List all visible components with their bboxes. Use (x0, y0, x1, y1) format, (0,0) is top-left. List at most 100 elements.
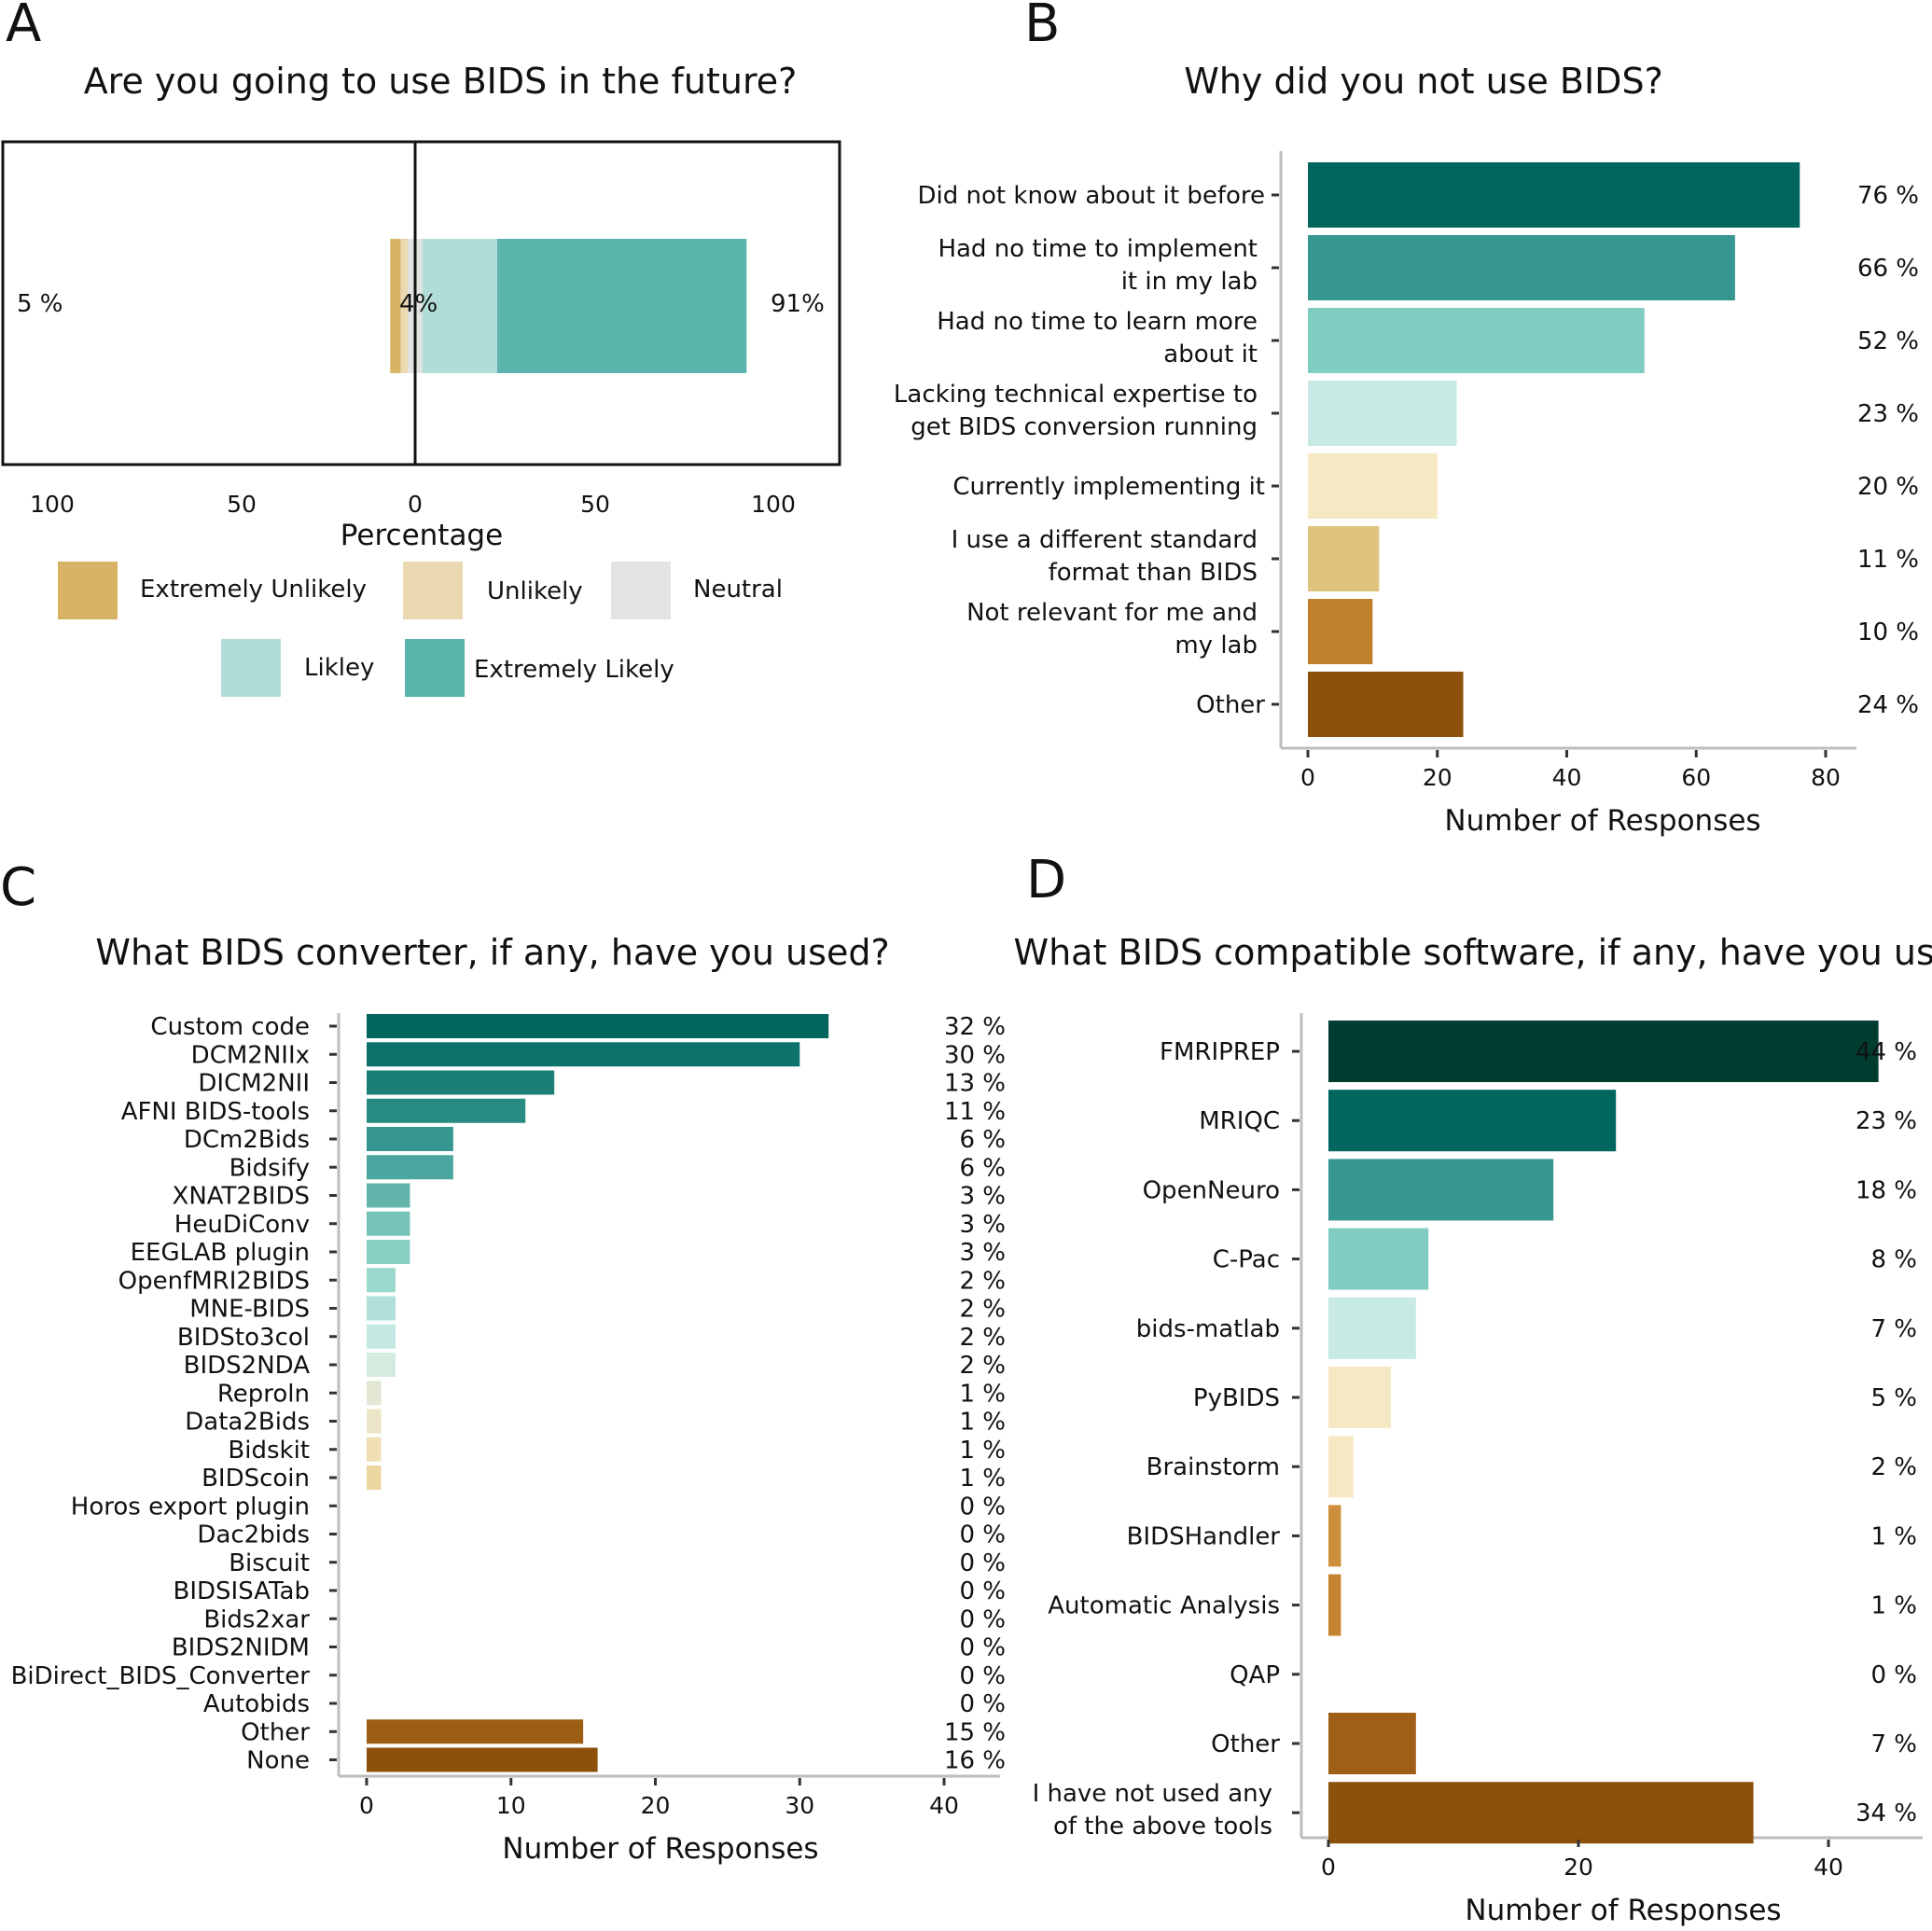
x-tick-label: 80 (1811, 764, 1841, 791)
value-label: 15 % (944, 1718, 1006, 1746)
x-tick-label: 20 (1423, 764, 1452, 791)
panel-a: A Are you going to use BIDS in the futur… (1, 0, 841, 697)
value-label: 6 % (959, 1154, 1006, 1182)
legend-label: Extremely Likely (474, 656, 674, 684)
value-label: 23 % (1857, 400, 1919, 428)
category-label: BIDScoin (202, 1465, 310, 1493)
value-label: 7 % (1870, 1730, 1917, 1758)
category-label: BIDS2NDA (184, 1352, 311, 1380)
value-label: 3 % (959, 1239, 1006, 1267)
category-label: Other (1211, 1730, 1280, 1758)
bar-8 (1328, 1574, 1341, 1636)
x-tick-label: 40 (1552, 764, 1582, 791)
category-label: Biscuit (229, 1549, 310, 1577)
value-label: 1 % (959, 1465, 1006, 1493)
panel-a-plot-frame (1, 140, 841, 466)
value-label: 11 % (944, 1098, 1006, 1126)
x-tick-label: 50 (580, 491, 610, 518)
value-label: 0 % (959, 1605, 1006, 1633)
category-label: XNAT2BIDS (173, 1183, 310, 1211)
bar-11 (367, 1324, 396, 1349)
category-label: Horos export plugin (71, 1493, 310, 1521)
category-label: Automatic Analysis (1048, 1592, 1280, 1620)
category-label: DICM2NII (198, 1070, 310, 1098)
value-label: 0 % (959, 1549, 1006, 1577)
x-tick-label: 60 (1681, 764, 1711, 791)
value-label: 1 % (959, 1409, 1006, 1437)
legend-label: Extremely Unlikely (140, 576, 367, 604)
bar-4 (1308, 453, 1438, 519)
legend-label: Neutral (693, 576, 783, 604)
bar-14 (367, 1409, 382, 1434)
legend-swatch (58, 562, 118, 619)
value-label: 2 % (959, 1296, 1006, 1324)
bar-3 (367, 1098, 526, 1123)
value-label: 16 % (944, 1747, 1006, 1775)
bar-4 (1328, 1297, 1416, 1359)
value-label: 18 % (1856, 1176, 1917, 1204)
bar-segment-likley (422, 239, 497, 373)
category-label: FMRIPREP (1160, 1038, 1280, 1066)
x-tick-label: 30 (785, 1792, 814, 1819)
panel-c-chart: Custom code 32 % DCM2NIIx 30 % DICM2NII 13 % A… (11, 1013, 1006, 1866)
bar-4 (367, 1127, 453, 1151)
category-label: OpenfMRI2BIDS (118, 1267, 310, 1295)
panel-d-title: What BIDS compatible software, if any, h… (1014, 932, 1932, 973)
category-label: EEGLAB plugin (131, 1239, 310, 1267)
category-label: None (246, 1747, 310, 1775)
value-label: 32 % (944, 1013, 1006, 1041)
value-label: 2 % (959, 1352, 1006, 1380)
bar-7 (1308, 672, 1464, 737)
value-label: 0 % (959, 1577, 1006, 1605)
value-label: 6 % (959, 1126, 1006, 1154)
value-label: 66 % (1857, 255, 1919, 283)
bar-8 (367, 1240, 410, 1264)
bar-0 (1308, 162, 1800, 228)
category-label: BiDirect_BIDS_Converter (11, 1662, 311, 1690)
x-axis-title: Number of Responses (1465, 1894, 1781, 1927)
panel-b-title: Why did you not use BIDS? (1184, 61, 1662, 102)
category-label: about it (1163, 340, 1258, 368)
category-label: HeuDiConv (174, 1211, 310, 1239)
category-label: C-Pac (1213, 1246, 1280, 1274)
bar-3 (1308, 381, 1457, 446)
value-label: 0 % (959, 1634, 1006, 1662)
category-label: Bids2xar (203, 1605, 310, 1633)
category-label: MRIQC (1199, 1107, 1280, 1135)
bar-25 (367, 1719, 584, 1744)
bar-1 (367, 1042, 800, 1067)
x-axis-title: Number of Responses (1444, 804, 1760, 838)
panel-d: D What BIDS compatible software, if any,… (1014, 850, 1932, 1927)
x-tick-label: 40 (1814, 1854, 1843, 1881)
x-tick-label: 10 (496, 1792, 526, 1819)
value-label: 34 % (1856, 1799, 1917, 1827)
category-label: AFNI BIDS-tools (121, 1098, 310, 1126)
category-label: I have not used any (1033, 1780, 1272, 1808)
panel-c: C What BIDS converter, if any, have you … (0, 857, 1006, 1866)
category-label: Brainstorm (1147, 1453, 1280, 1481)
value-label: 2 % (959, 1324, 1006, 1352)
category-label: Other (1196, 691, 1265, 719)
x-tick-label: 50 (227, 491, 257, 518)
category-label: Autobids (203, 1690, 310, 1718)
summary-label-neutral: 4% (399, 290, 438, 318)
x-tick-label: 0 (1300, 764, 1315, 791)
category-label: Not relevant for me and (966, 599, 1258, 627)
bar-segment-extremely-unlikely (390, 239, 401, 373)
bar-6 (1328, 1436, 1354, 1498)
bar-7 (367, 1211, 410, 1236)
category-label: MNE-BIDS (189, 1296, 310, 1324)
bar-15 (367, 1437, 382, 1462)
panel-b: B Why did you not use BIDS? Did not know… (894, 0, 1919, 838)
category-label: DCM2NIIx (191, 1041, 310, 1069)
value-label: 0 % (959, 1662, 1006, 1690)
legend-swatch (611, 562, 671, 619)
value-label: 3 % (959, 1183, 1006, 1211)
category-label: BIDSHandler (1127, 1522, 1281, 1550)
value-label: 44 % (1856, 1038, 1917, 1066)
category-label: I use a different standard (952, 526, 1258, 554)
category-label: it in my lab (1121, 268, 1258, 296)
summary-label-negative: 5 % (17, 290, 63, 318)
bar-11 (1328, 1782, 1754, 1844)
value-label: 30 % (944, 1041, 1006, 1069)
